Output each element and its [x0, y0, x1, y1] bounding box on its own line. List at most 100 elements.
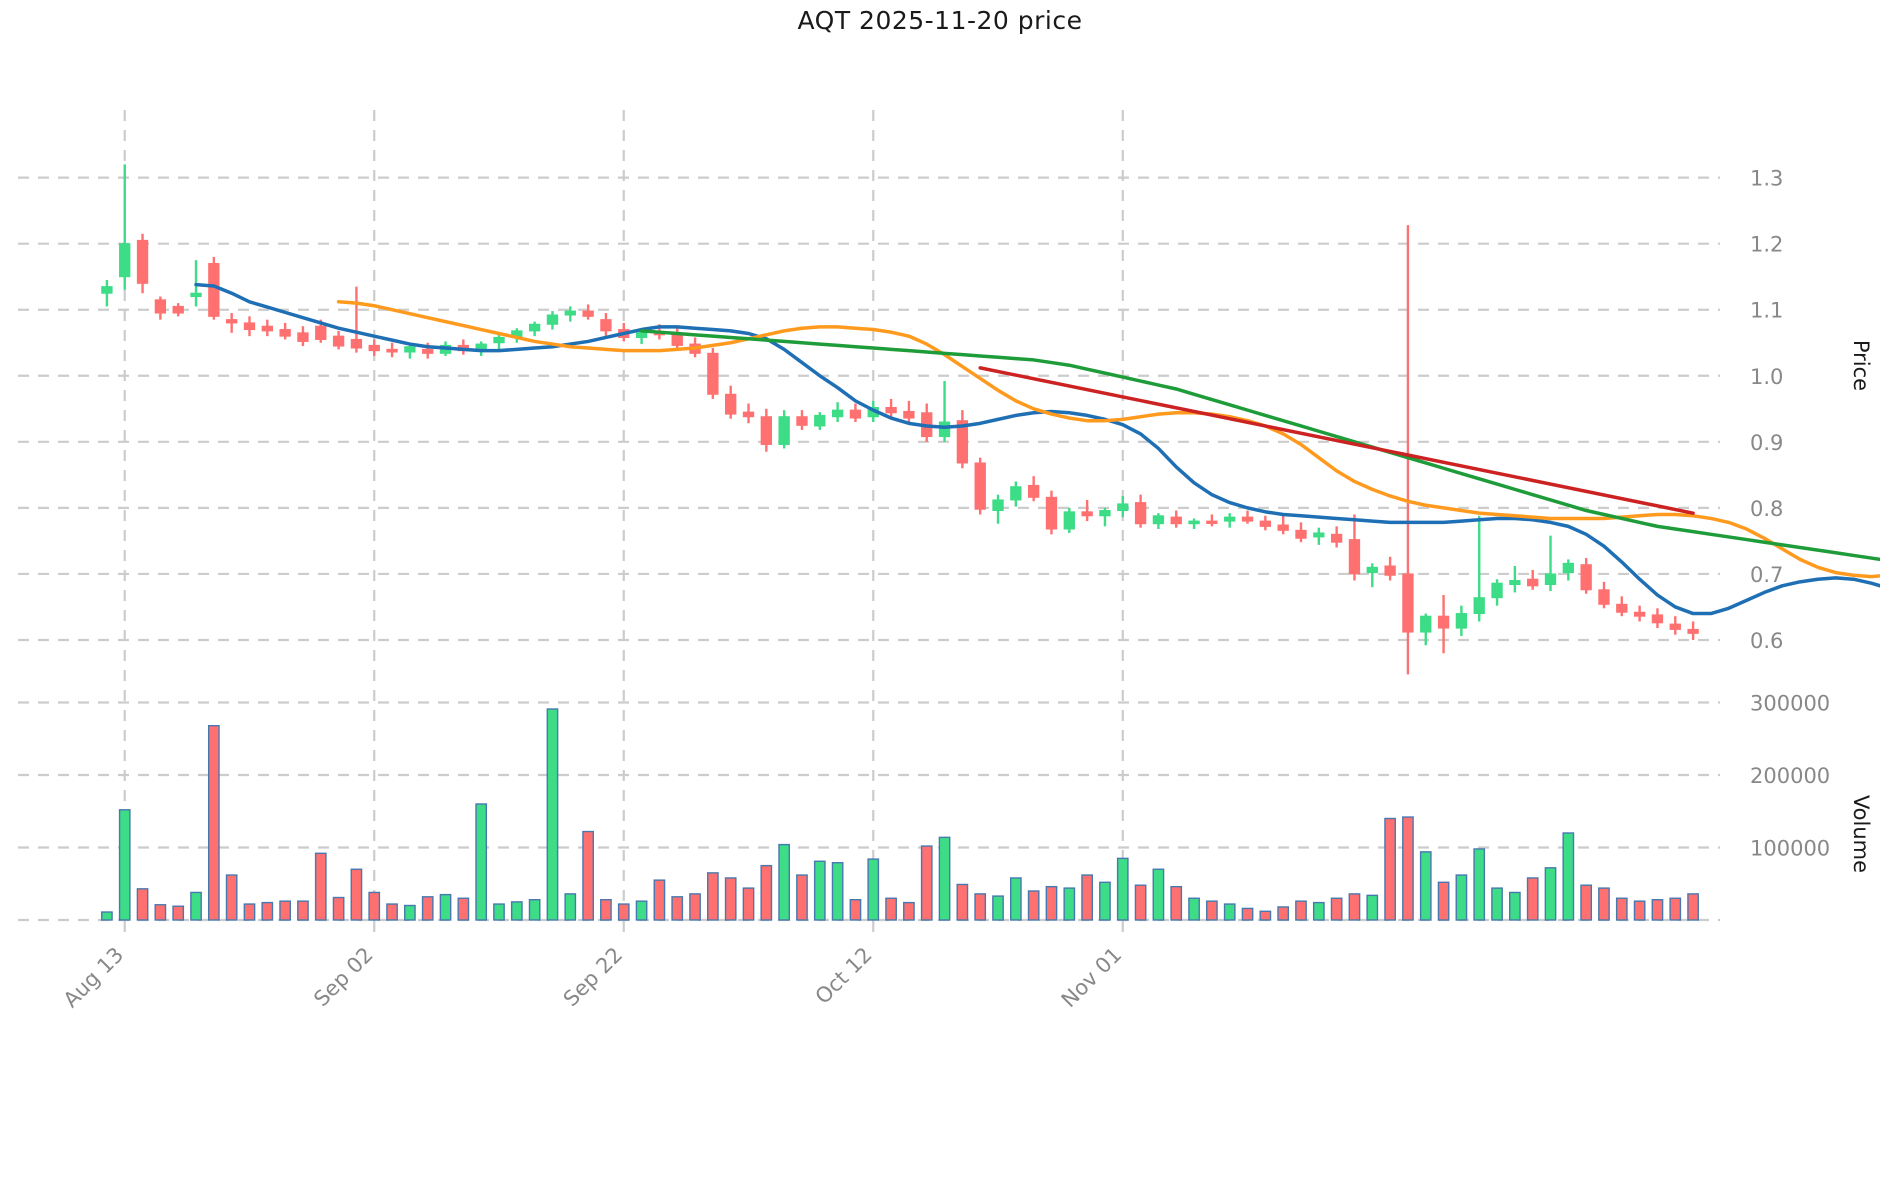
- price-tick-label: 1.2: [1750, 233, 1783, 257]
- candle-body: [1509, 580, 1521, 585]
- volume-bar: [1669, 897, 1682, 921]
- volume-bar: [1526, 877, 1539, 921]
- volume-bar: [617, 903, 630, 921]
- volume-bar: [101, 911, 113, 921]
- volume-tick-label: 200000: [1750, 764, 1830, 788]
- volume-bar: [635, 900, 648, 921]
- volume-bar: [457, 897, 470, 921]
- volume-bar: [1455, 874, 1468, 921]
- volume-bar: [350, 868, 363, 921]
- candle-body: [1170, 516, 1182, 525]
- price-tick-label: 0.7: [1750, 563, 1783, 587]
- volume-bar: [1491, 887, 1503, 921]
- candle-body: [1437, 615, 1450, 629]
- candle-body: [1491, 582, 1503, 599]
- volume-bar: [207, 725, 220, 921]
- volume-bar: [974, 893, 987, 921]
- candle-body: [707, 352, 719, 395]
- volume-bar: [421, 896, 434, 921]
- volume-bar: [1312, 901, 1325, 921]
- volume-bar: [1206, 900, 1218, 921]
- candle-body: [297, 332, 309, 342]
- price-tick-label: 1.0: [1750, 365, 1783, 389]
- volume-bar: [1633, 900, 1646, 921]
- candle-body: [814, 414, 826, 427]
- candle-body: [404, 346, 416, 353]
- volume-bar: [1277, 906, 1290, 921]
- volume-bar: [1241, 907, 1254, 921]
- volume-bar: [724, 877, 737, 921]
- volume-bar: [1170, 885, 1183, 921]
- candle-body: [1259, 520, 1272, 527]
- candle-body: [261, 325, 273, 332]
- candle-body: [1580, 564, 1592, 591]
- ma-line-ma_mid: [336, 300, 1880, 579]
- price-tick-label: 0.9: [1750, 431, 1783, 455]
- candle-body: [1330, 533, 1343, 543]
- volume-bar: [1223, 903, 1236, 921]
- candle-body: [903, 410, 915, 419]
- volume-bar: [1384, 817, 1396, 921]
- volume-bar: [475, 803, 488, 921]
- candle-body: [1152, 515, 1165, 525]
- volume-bar: [225, 874, 238, 921]
- volume-tick-label: 300000: [1750, 692, 1830, 716]
- trend-line: [978, 366, 1695, 515]
- candle-body: [1598, 589, 1610, 605]
- volume-bar: [920, 845, 933, 921]
- candle-body: [1473, 597, 1485, 615]
- volume-bar: [1295, 900, 1307, 921]
- x-tick-label: Sep 02: [309, 943, 378, 1012]
- volume-bar: [404, 904, 416, 921]
- volume-bar: [528, 899, 541, 921]
- candle-body: [136, 239, 149, 284]
- volume-bar: [279, 900, 292, 921]
- volume-bar: [1508, 891, 1521, 921]
- volume-bar: [760, 864, 773, 921]
- candle-body: [154, 299, 167, 314]
- volume-bar: [261, 901, 274, 921]
- volume-bar: [1562, 832, 1575, 921]
- candlestick-layer: [101, 164, 1699, 675]
- candle-body: [956, 420, 969, 464]
- candle-body: [350, 338, 363, 349]
- x-axis-ticks: Aug 13 Sep 02 Sep 22 Oct 12 Nov 01: [59, 943, 1127, 1013]
- volume-bar: [956, 883, 969, 921]
- candle-body: [1313, 532, 1325, 538]
- candle-body: [315, 325, 327, 340]
- volume-bar: [653, 879, 666, 921]
- candle-body: [279, 329, 291, 337]
- volume-bar: [368, 891, 381, 921]
- candle-body: [974, 462, 986, 510]
- volume-bar: [1009, 877, 1022, 921]
- volume-bar: [118, 809, 131, 921]
- candle-body: [1366, 566, 1378, 574]
- candle-body: [1117, 503, 1129, 512]
- chart-title: AQT 2025-11-20 price: [797, 6, 1083, 35]
- candle-body: [1455, 613, 1468, 629]
- volume-bar: [671, 896, 684, 921]
- candle-body: [1544, 573, 1557, 585]
- volume-bar: [564, 893, 577, 921]
- volume-bar: [689, 893, 701, 921]
- volume-bars-layer: [101, 708, 1699, 921]
- candle-body: [208, 262, 220, 317]
- candle-body: [600, 319, 612, 332]
- candle-body: [1295, 529, 1307, 539]
- volume-bar: [1027, 890, 1040, 921]
- candle-body: [938, 421, 951, 438]
- candle-body: [546, 314, 559, 325]
- candle-body: [368, 344, 380, 352]
- candle-body: [635, 331, 648, 338]
- candle-body: [493, 336, 505, 344]
- price-axis-title: Price: [1849, 340, 1873, 391]
- x-tick-label: Sep 22: [559, 943, 628, 1012]
- volume-bar: [136, 888, 149, 921]
- candle-body: [671, 334, 683, 346]
- volume-bar: [813, 860, 826, 921]
- candle-body: [1188, 520, 1200, 525]
- candle-body: [582, 310, 594, 317]
- volume-bar: [1259, 910, 1272, 921]
- volume-bar: [1615, 897, 1628, 921]
- candle-body: [172, 305, 184, 314]
